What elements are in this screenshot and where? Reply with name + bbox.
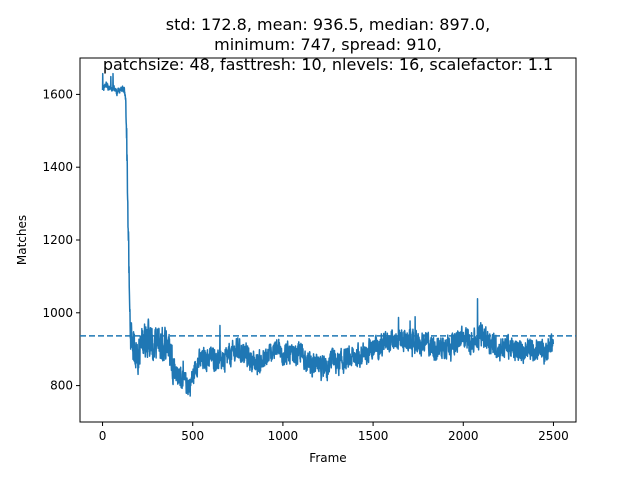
matches-series-line: [101, 72, 555, 397]
x-tick-label: 2000: [448, 429, 479, 443]
y-tick-label: 1000: [42, 306, 73, 320]
y-tick-label: 1200: [42, 233, 73, 247]
x-tick-label: 0: [99, 429, 107, 443]
chart-title: std: 172.8, mean: 936.5, median: 897.0,m…: [103, 15, 553, 74]
x-axis-label: Frame: [309, 451, 346, 465]
chart-title-line: minimum: 747, spread: 910,: [214, 35, 442, 54]
y-tick-label: 800: [50, 379, 73, 393]
x-axis-ticks: 0 500 1000 1500 2000 2500: [99, 422, 569, 443]
x-tick-label: 2500: [538, 429, 569, 443]
y-axis-label: Matches: [15, 215, 29, 265]
x-tick-label: 1000: [268, 429, 299, 443]
chart-title-line: std: 172.8, mean: 936.5, median: 897.0,: [166, 15, 490, 34]
x-tick-label: 500: [181, 429, 204, 443]
y-tick-label: 1600: [42, 87, 73, 101]
chart-title-line: patchsize: 48, fasttresh: 10, nlevels: 1…: [103, 55, 553, 74]
x-tick-label: 1500: [358, 429, 389, 443]
y-tick-label: 1400: [42, 160, 73, 174]
y-axis-ticks: 800 1000 1200 1400 1600: [42, 87, 80, 393]
